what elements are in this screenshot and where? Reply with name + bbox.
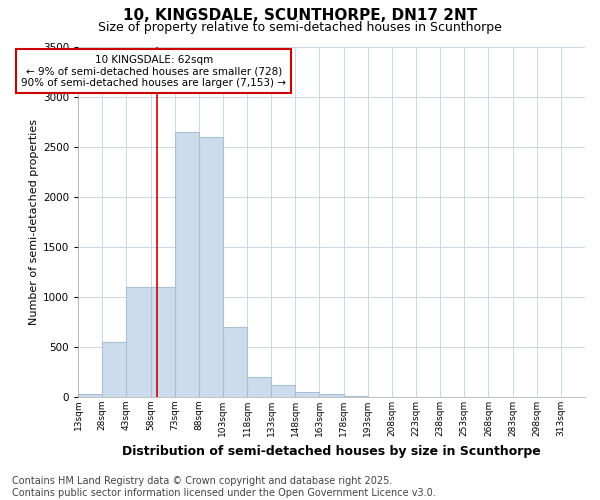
Bar [127, 287, 151, 397]
Bar [151, 287, 175, 397]
Bar [175, 132, 199, 397]
Text: 10 KINGSDALE: 62sqm
← 9% of semi-detached houses are smaller (728)
90% of semi-d: 10 KINGSDALE: 62sqm ← 9% of semi-detache… [21, 54, 286, 88]
Bar [271, 386, 295, 397]
Y-axis label: Number of semi-detached properties: Number of semi-detached properties [29, 119, 38, 325]
Bar [295, 392, 319, 397]
Text: Contains HM Land Registry data © Crown copyright and database right 2025.
Contai: Contains HM Land Registry data © Crown c… [12, 476, 436, 498]
Bar [319, 394, 344, 397]
Bar [344, 396, 368, 397]
Bar [102, 342, 127, 397]
Text: 10, KINGSDALE, SCUNTHORPE, DN17 2NT: 10, KINGSDALE, SCUNTHORPE, DN17 2NT [123, 8, 477, 22]
Bar [247, 377, 271, 397]
X-axis label: Distribution of semi-detached houses by size in Scunthorpe: Distribution of semi-detached houses by … [122, 444, 541, 458]
Text: Size of property relative to semi-detached houses in Scunthorpe: Size of property relative to semi-detach… [98, 21, 502, 34]
Bar [78, 394, 102, 397]
Bar [223, 327, 247, 397]
Bar [199, 136, 223, 397]
